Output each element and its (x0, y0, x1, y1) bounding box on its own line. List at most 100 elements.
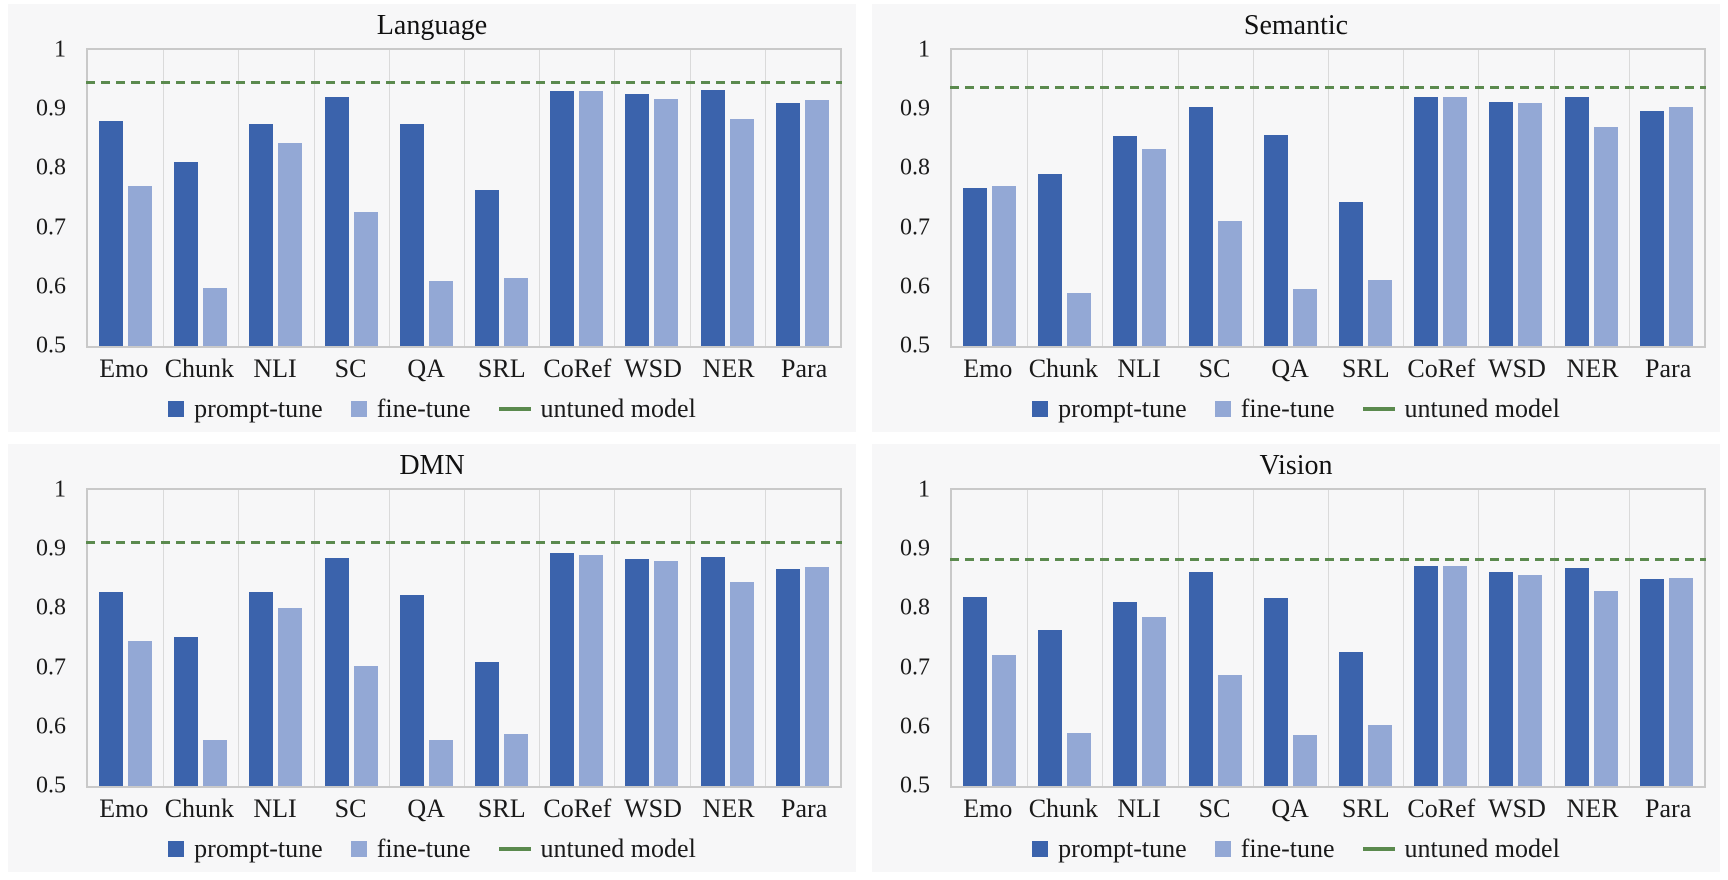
y-tick-label: 0.9 (36, 535, 66, 562)
x-tick-label-srl: SRL (477, 354, 526, 383)
y-tick-label: 0.6 (900, 713, 930, 740)
untuned-model-line (86, 80, 842, 84)
legend-item-fine-tune: fine-tune (1214, 834, 1335, 864)
bar-fine-tune-para (1668, 107, 1693, 346)
y-tick-label: 1 (54, 476, 66, 503)
legend-label-untuned: untuned model (540, 394, 696, 423)
plot-area (86, 48, 842, 348)
legend: prompt-tune fine-tune untuned model (872, 394, 1720, 424)
bar-prompt-tune-nli (1113, 602, 1138, 786)
category-gridline (1478, 50, 1480, 346)
bar-prompt-tune-chunk (1038, 629, 1063, 786)
bar-fine-tune-wsd (654, 561, 679, 786)
untuned-model-line (950, 86, 1706, 90)
y-tick-label: 0.5 (36, 772, 66, 799)
bar-fine-tune-sc (1217, 674, 1242, 786)
bar-fine-tune-ner (1593, 126, 1618, 346)
prompt-tune-swatch-icon (168, 841, 185, 857)
category-gridline (1628, 490, 1630, 786)
category-slot-nli (238, 490, 313, 786)
fine-tune-swatch-icon (1214, 401, 1231, 417)
bar-fine-tune-emo (128, 186, 153, 346)
bar-fine-tune-sc (1217, 220, 1242, 346)
category-gridline (388, 50, 390, 346)
category-slot-ner (1554, 50, 1629, 346)
bar-fine-tune-sc (353, 211, 378, 346)
category-slot-emo (88, 50, 163, 346)
x-tick-label-wsd: WSD (1488, 354, 1546, 383)
x-tick-label-coref: CoRef (543, 794, 612, 823)
category-slot-srl (464, 50, 539, 346)
category-slot-sc (1178, 50, 1253, 346)
category-slot-ner (690, 50, 765, 346)
category-slot-emo (952, 50, 1027, 346)
x-tick-label-sc: SC (1198, 794, 1231, 823)
category-slot-para (765, 50, 840, 346)
y-tick-label: 0.6 (36, 273, 66, 300)
bar-prompt-tune-para (775, 103, 800, 346)
bar-fine-tune-nli (1142, 149, 1167, 346)
bar-prompt-tune-coref (1414, 97, 1439, 346)
bar-fine-tune-wsd (654, 98, 679, 346)
bar-prompt-tune-sc (324, 97, 349, 346)
bar-fine-tune-qa (428, 280, 453, 346)
bar-fine-tune-srl (504, 277, 529, 346)
category-slot-qa (1253, 490, 1328, 786)
bar-fine-tune-nli (278, 608, 303, 786)
bar-prompt-tune-wsd (1489, 572, 1514, 786)
bar-prompt-tune-qa (399, 124, 424, 346)
x-tick-label-coref: CoRef (1407, 794, 1476, 823)
x-tick-label-ner: NER (1566, 794, 1619, 823)
chart-title: Language (376, 10, 488, 41)
category-gridline (764, 50, 766, 346)
legend-item-prompt-tune: prompt-tune (168, 394, 323, 424)
x-tick-label-para: Para (1645, 794, 1692, 823)
category-gridline (1328, 490, 1329, 786)
chart-title: Vision (1259, 450, 1333, 481)
y-tick-label: 0.7 (900, 214, 930, 241)
category-slot-qa (389, 50, 464, 346)
x-tick-label-ner: NER (1566, 354, 1619, 383)
bar-prompt-tune-wsd (1489, 102, 1514, 346)
legend: prompt-tune fine-tune untuned model (872, 834, 1720, 864)
x-tick-label-chunk: Chunk (164, 794, 235, 823)
bar-fine-tune-ner (729, 581, 754, 786)
category-slot-srl (464, 490, 539, 786)
untuned-line-swatch-icon (498, 847, 531, 851)
x-tick-label-sc: SC (1198, 354, 1231, 383)
y-tick-label: 0.8 (36, 594, 66, 621)
category-slot-para (1629, 50, 1704, 346)
plot-area (950, 48, 1706, 348)
bar-prompt-tune-para (775, 569, 800, 786)
bar-fine-tune-srl (1368, 279, 1393, 346)
legend-label-prompt-tune: prompt-tune (194, 394, 323, 423)
chart-panel-semantic: Semantic 1 0.9 0.8 0.7 0.6 0.5 Emo Chunk NLI SC Q… (872, 4, 1720, 432)
category-slot-wsd (1478, 490, 1553, 786)
category-gridline (1102, 490, 1104, 786)
y-tick-label: 1 (918, 36, 930, 63)
fine-tune-swatch-icon (1214, 841, 1231, 857)
legend-label-untuned: untuned model (1404, 394, 1560, 423)
category-slot-ner (1554, 490, 1629, 786)
x-tick-label-nli: NLI (1117, 354, 1161, 383)
bar-prompt-tune-sc (1188, 571, 1213, 786)
category-slot-chunk (1027, 490, 1102, 786)
bar-fine-tune-emo (992, 186, 1017, 346)
legend-label-prompt-tune: prompt-tune (1058, 834, 1187, 863)
legend-item-untuned: untuned model (1362, 834, 1560, 864)
category-gridline (313, 50, 315, 346)
x-tick-label-para: Para (1645, 354, 1692, 383)
x-tick-label-sc: SC (334, 354, 367, 383)
untuned-model-line (950, 558, 1706, 562)
x-tick-label-qa: QA (1271, 354, 1309, 383)
legend-label-fine-tune: fine-tune (1240, 834, 1335, 863)
x-tick-label-emo: Emo (963, 354, 1013, 383)
legend: prompt-tune fine-tune untuned model (8, 834, 856, 864)
category-gridline (163, 490, 165, 786)
bar-prompt-tune-para (1639, 110, 1664, 346)
bar-prompt-tune-srl (1339, 651, 1364, 786)
x-tick-label-qa: QA (407, 354, 445, 383)
prompt-tune-swatch-icon (1032, 841, 1049, 857)
x-axis-labels: Emo Chunk NLI SC QA SRL CoRef WSD NER Para (950, 354, 1706, 390)
x-axis-labels: Emo Chunk NLI SC QA SRL CoRef WSD NER Para (86, 794, 842, 830)
